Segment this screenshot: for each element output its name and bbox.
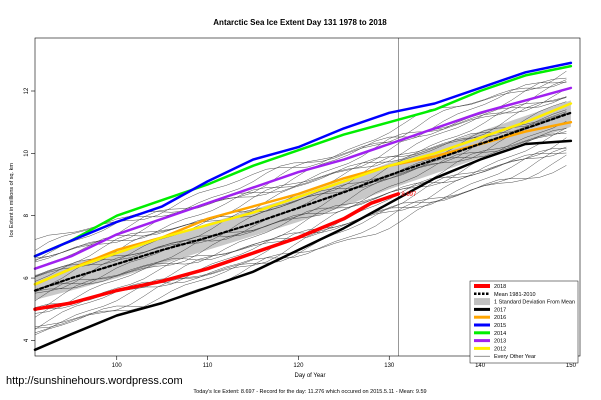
- every-other-year-line: [34, 148, 567, 334]
- every-other-year-line: [34, 81, 567, 251]
- legend: 2018 Mean 1981-2010 1 Standard Deviation F…: [469, 280, 579, 364]
- every-other-year-line: [34, 70, 567, 240]
- every-other-year-line: [34, 77, 567, 263]
- series-line-2013: [33, 86, 573, 270]
- watermark: http://sunshinehours.wordpress.com: [6, 375, 183, 387]
- every-other-year-line: [34, 79, 567, 259]
- legend-label: 1 Standard Deviation From Mean: [494, 300, 575, 306]
- x-axis: 100 110 120 130 140 150: [112, 356, 577, 369]
- every-other-year-line: [34, 96, 567, 269]
- x-tick-label: 150: [566, 363, 577, 369]
- legend-label: Every Other Year: [494, 354, 536, 360]
- legend-label: 2013: [494, 339, 506, 345]
- every-other-year-line: [34, 120, 567, 293]
- legend-label: 2015: [494, 323, 506, 329]
- legend-label: 2014: [494, 331, 506, 337]
- x-axis-label: Day of Year: [294, 373, 325, 379]
- legend-label: Mean 1981-2010: [494, 292, 536, 298]
- series-line-2012: [33, 102, 573, 286]
- plot-frame: [34, 37, 581, 357]
- series-layer: [33, 38, 573, 356]
- x-tick-label: 130: [384, 363, 395, 369]
- series-line-2014: [33, 64, 573, 258]
- y-tick-label: 6: [24, 276, 30, 280]
- series-line-2018: [33, 192, 401, 311]
- y-axis: 4 6 8 10 12: [24, 87, 35, 342]
- x-tick-label: 110: [203, 363, 213, 369]
- every-other-year-line: [34, 97, 567, 277]
- chart-title: Antarctic Sea Ice Extent Day 131 1978 to…: [213, 18, 387, 27]
- legend-label: 2016: [494, 315, 506, 321]
- series-line-mean-1981-2010: [33, 111, 572, 292]
- every-other-year-line: [34, 146, 567, 329]
- legend-label: 2018: [494, 284, 506, 290]
- y-axis-label: Ice Extent in millions of sq. km: [9, 163, 15, 237]
- series-line-2017: [33, 139, 573, 352]
- every-other-year-line: [34, 131, 567, 302]
- current-value-label: 8.697: [401, 192, 417, 198]
- y-tick-label: 4: [24, 338, 30, 342]
- series-line-2015: [33, 61, 573, 258]
- x-tick-label: 100: [112, 363, 123, 369]
- y-tick-label: 12: [24, 87, 30, 94]
- sd-band: [35, 100, 571, 300]
- every-other-year-line: [34, 112, 567, 292]
- legend-label: 2012: [494, 346, 506, 352]
- footer-note: Today's Ice Extent: 8.697 - Record for t…: [193, 389, 426, 395]
- sd-band-layer: [35, 100, 571, 300]
- y-tick-label: 10: [24, 149, 30, 156]
- legend-label: 2017: [494, 307, 506, 313]
- every-other-year-line: [34, 109, 567, 282]
- x-tick-label: 140: [475, 363, 486, 369]
- x-tick-label: 120: [293, 363, 304, 369]
- every-other-year-line: [34, 88, 567, 260]
- y-tick-label: 8: [24, 213, 30, 217]
